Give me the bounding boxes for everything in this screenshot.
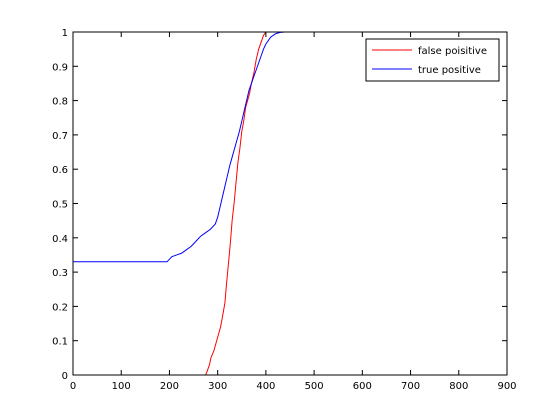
y-tick-label: 0.1 (52, 337, 68, 348)
series-layer (73, 31, 507, 376)
y-tick-label: 0.2 (52, 302, 68, 313)
y-tick-label: 0 (62, 371, 68, 382)
y-tick-label: 0.6 (52, 165, 68, 176)
y-tick-label: 0.3 (52, 268, 68, 279)
x-tick-label: 800 (449, 381, 468, 392)
legend-label-false-positive: false poisitive (418, 46, 487, 57)
x-tick-label: 700 (401, 381, 420, 392)
y-tick-label: 0.7 (52, 131, 68, 142)
y-tick-label: 0.9 (52, 62, 68, 73)
x-tick-label: 400 (256, 381, 275, 392)
x-tick-label: 100 (112, 381, 131, 392)
y-tick-label: 0.5 (52, 200, 68, 211)
legend-label-true-positive: true positive (418, 65, 481, 76)
legend-box (365, 38, 500, 82)
x-tick-label: 200 (160, 381, 179, 392)
y-tick-label: 0.4 (52, 234, 68, 245)
axes-background (73, 32, 507, 375)
plot-area (73, 32, 507, 375)
series-line-true-positive (73, 31, 507, 263)
x-tick-label: 900 (497, 381, 516, 392)
series-line-false-positive (73, 31, 507, 376)
axes-layer: 0 100 200 300 400 500 600 700 800 900 0 0.1 0.2 0.3 0.… (52, 28, 516, 392)
x-tick-label: 300 (208, 381, 227, 392)
x-tick-label: 500 (305, 381, 324, 392)
legend: false poisitive true positive (365, 38, 500, 82)
x-tick-label: 600 (353, 381, 372, 392)
y-tick-label: 1 (62, 28, 68, 39)
y-tick-label: 0.8 (52, 97, 68, 108)
x-tick-label: 0 (70, 381, 76, 392)
